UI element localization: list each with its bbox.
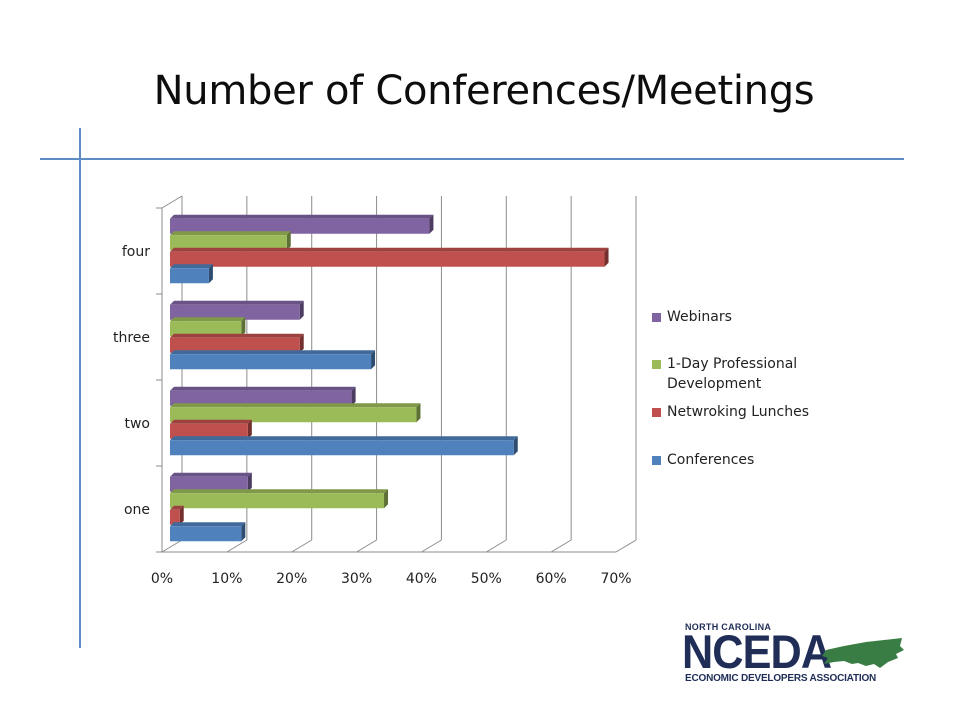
- x-tick-label: 20%: [276, 571, 307, 587]
- bar-end-face: [179, 505, 184, 525]
- bar: [170, 390, 352, 406]
- bar: [170, 251, 605, 267]
- x-tick-label: 40%: [406, 571, 437, 587]
- bar: [170, 268, 209, 284]
- bar: [170, 218, 430, 234]
- logo-association-text: ECONOMIC DEVELOPERS ASSOCIATION: [685, 673, 877, 684]
- wall-top-edge: [161, 195, 183, 209]
- bar: [170, 509, 180, 525]
- bar-top-face: [170, 419, 252, 424]
- bar-top-face: [170, 214, 434, 219]
- north-carolina-map-icon: [822, 638, 904, 668]
- floor-line: [486, 539, 507, 553]
- bar: [170, 440, 514, 456]
- bar-top-face: [170, 472, 252, 477]
- legend-label-networking: Netwroking Lunches: [667, 404, 810, 420]
- bar-end-face: [416, 403, 421, 423]
- bar-top-face: [170, 300, 304, 305]
- x-tick-label: 50%: [471, 571, 502, 587]
- y-tick-label: four: [122, 244, 150, 260]
- bar: [170, 235, 287, 251]
- bar-end-face: [513, 436, 518, 456]
- bar-top-face: [170, 231, 291, 236]
- legend-swatch-networking: [652, 408, 661, 417]
- slide-title: Number of Conferences/Meetings: [153, 68, 815, 114]
- bar: [170, 407, 417, 423]
- bar-end-face: [371, 350, 376, 370]
- bar-end-face: [429, 214, 434, 234]
- bar-end-face: [299, 300, 304, 320]
- bar: [170, 354, 372, 370]
- floor-line: [161, 539, 183, 553]
- bar-end-face: [351, 386, 356, 406]
- legend-item-one-day-pd: 1-Day Professional Development: [652, 354, 837, 394]
- nceda-logo: NORTH CAROLINA NCEDA ECONOMIC DEVELOPERS…: [682, 620, 908, 688]
- bar-top-face: [170, 436, 518, 441]
- bar-end-face: [384, 489, 389, 509]
- title-divider-horizontal: [40, 158, 904, 160]
- legend-label-webinars: Webinars: [667, 309, 732, 325]
- title-divider-vertical: [79, 128, 81, 648]
- bar-end-face: [241, 317, 246, 337]
- bar-end-face: [247, 472, 252, 492]
- x-tick-label: 30%: [341, 571, 372, 587]
- bar-top-face: [170, 264, 213, 269]
- floor-line: [550, 539, 572, 553]
- bar-end-face: [604, 247, 609, 267]
- bar: [170, 476, 248, 492]
- y-tick-label: one: [124, 502, 150, 518]
- bar: [170, 337, 300, 353]
- legend-item-networking: Netwroking Lunches: [652, 402, 837, 422]
- x-tick-label: 70%: [600, 571, 631, 587]
- bar-end-face: [299, 333, 304, 353]
- legend-swatch-one-day-pd: [652, 360, 661, 369]
- floor-line: [356, 539, 377, 553]
- bar-top-face: [170, 333, 304, 338]
- bar-end-face: [208, 264, 213, 284]
- bar-top-face: [170, 386, 356, 391]
- floor-line: [615, 539, 637, 553]
- bar-top-face: [170, 505, 184, 510]
- bar-top-face: [170, 317, 246, 322]
- bar-top-face: [170, 522, 246, 527]
- bar: [170, 304, 300, 320]
- bar-end-face: [247, 419, 252, 439]
- bar-end-face: [286, 231, 291, 251]
- floor-line: [421, 539, 442, 553]
- bar: [170, 321, 242, 337]
- legend-item-webinars: Webinars: [652, 307, 837, 327]
- y-tick-label: three: [113, 330, 150, 346]
- floor-line: [226, 539, 248, 553]
- legend-label-conferences: Conferences: [667, 452, 755, 468]
- logo-main-text: NCEDA: [682, 625, 832, 678]
- legend-label-one-day-pd: 1-Day Professional Development: [667, 356, 798, 392]
- legend-item-conferences: Conferences: [652, 450, 837, 470]
- legend-swatch-conferences: [652, 456, 661, 465]
- bar-top-face: [170, 350, 376, 355]
- logo-state-text: NORTH CAROLINA: [685, 622, 772, 632]
- legend-swatch-webinars: [652, 313, 661, 322]
- bar: [170, 493, 385, 509]
- bar-top-face: [170, 247, 609, 252]
- y-tick-label: two: [124, 416, 150, 432]
- x-tick-label: 10%: [211, 571, 242, 587]
- bar: [170, 526, 242, 542]
- bar-top-face: [170, 403, 421, 408]
- x-tick-label: 60%: [536, 571, 567, 587]
- bar-end-face: [241, 522, 246, 542]
- floor-line: [291, 539, 312, 553]
- bar: [170, 423, 248, 439]
- x-tick-label: 0%: [151, 571, 173, 587]
- bar-top-face: [170, 489, 389, 494]
